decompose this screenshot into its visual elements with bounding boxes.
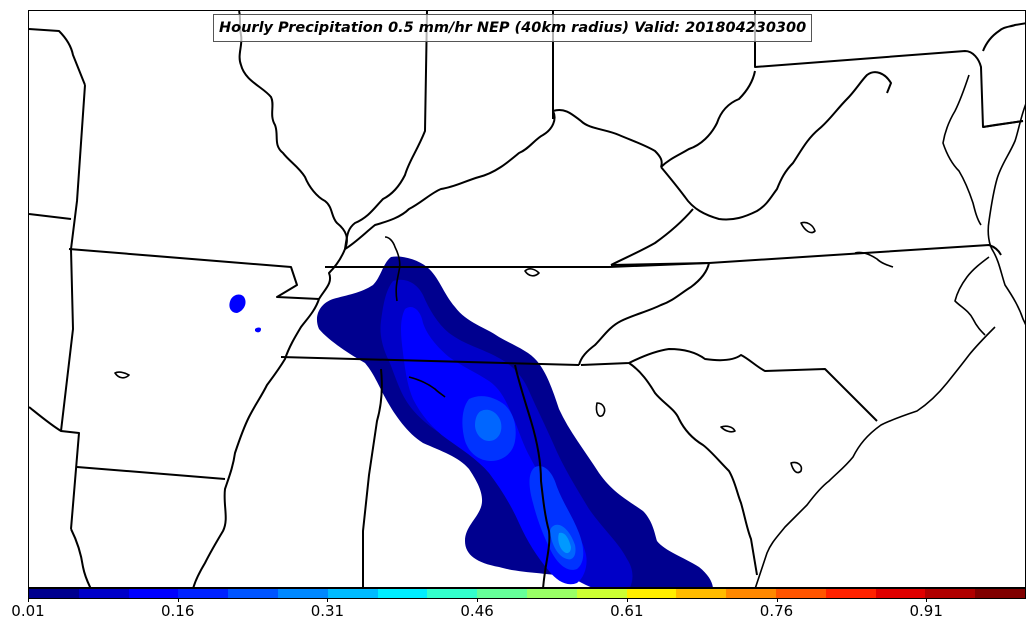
precip-contour-5 [475,409,502,441]
boundary-missouri-north [29,28,86,86]
boundary-missouri-west [60,84,86,432]
colorbar-tick [177,598,179,602]
boundary-wv-virginia [660,71,892,221]
mississippi-river-south [192,298,320,587]
colorbar-tick-label: 0.91 [909,602,943,620]
precip-isolated-cell-2 [255,327,261,333]
mississippi-river [238,11,348,300]
colorbar-tick [327,598,329,602]
map-frame [28,10,1026,588]
map-title: Hourly Precipitation 0.5 mm/hr NEP (40km… [213,14,813,42]
colorbar-swatch [228,589,278,598]
colorbar-swatch [29,589,79,598]
colorbar-tick [926,598,928,602]
colorbar-swatch [477,589,527,598]
boundary-ohio-river [344,109,663,250]
state-boundaries [29,11,1025,587]
colorbar-swatch [925,589,976,598]
colorbar-tick-label: 0.76 [759,602,794,620]
boundary-arkansas-louisiana [76,466,226,480]
colorbar-swatch [277,589,328,598]
boundary-virginia-nc [610,244,1002,266]
lake-georgia [408,376,446,398]
colorbar-swatch [427,589,478,598]
boundary-oklahoma-arkansas [29,406,80,530]
colorbar-swatch [327,589,378,598]
colorbar-swatch [377,589,428,598]
lake-sc [595,402,606,418]
colorbar-swatch [676,589,727,598]
precip-isolated-cell [229,294,246,313]
boundary-ms-al [362,368,383,587]
lake-va [800,221,816,234]
colorbar-swatch [128,589,179,598]
chesapeake-bay [942,74,982,226]
boundary-pennsylvania [754,11,1024,128]
coastline-atlantic [987,103,1025,326]
boundary-illinois-indiana [344,11,428,250]
colorbar-swatch [825,589,876,598]
lake-sc-3 [790,461,803,474]
boundary-al-ga [514,364,551,587]
boundary-maryland-east [982,120,1024,128]
colorbar-tick-label: 0.61 [610,602,644,620]
colorbar-swatch [178,589,229,598]
colorbar-swatch [975,589,1025,598]
boundary-kentucky-virginia [610,208,694,266]
boundary-texas-louisiana [70,528,92,587]
precipitation-field [229,256,713,587]
colorbar-tick-label: 0.16 [160,602,195,620]
colorbar-tick-label: 0.01 [11,602,45,620]
colorbar [28,588,1026,599]
boundary-tennessee-nc [578,262,710,366]
boundary-wv-ohio [660,70,756,168]
colorbar-swatch [526,589,577,598]
colorbar-swatch [626,589,677,598]
precip-contour-6 [558,532,571,554]
boundary-delaware [982,22,1025,52]
colorbar-tick [626,598,628,602]
boundary-ga-sc [628,362,758,576]
colorbar-tick [28,598,29,602]
colorbar-swatch [775,589,826,598]
colorbar-swatch [576,589,627,598]
colorbar-tick-label: 0.46 [460,602,494,620]
lake-sc-2 [720,425,736,433]
map-canvas [29,11,1025,587]
pamlico-sound [954,256,990,336]
coastlines [114,74,1025,587]
colorbar-swatch [875,589,926,598]
lake-ar [114,371,130,379]
lake-ky-barkley [384,236,401,302]
coastline-carolina [754,326,996,587]
lake-ky [524,268,540,277]
colorbar-tick [776,598,778,602]
colorbar-swatch [726,589,776,598]
colorbar-tick-label: 0.31 [310,602,345,620]
boundary-tn-ms-al-ga [280,356,580,366]
boundary-missouri-arkansas [68,248,320,300]
boundary-nc-sc [580,348,878,422]
colorbar-tick [477,598,479,602]
boundary-kansas-missouri [29,213,72,220]
lake-nc [854,251,894,268]
colorbar-swatch [78,589,129,598]
